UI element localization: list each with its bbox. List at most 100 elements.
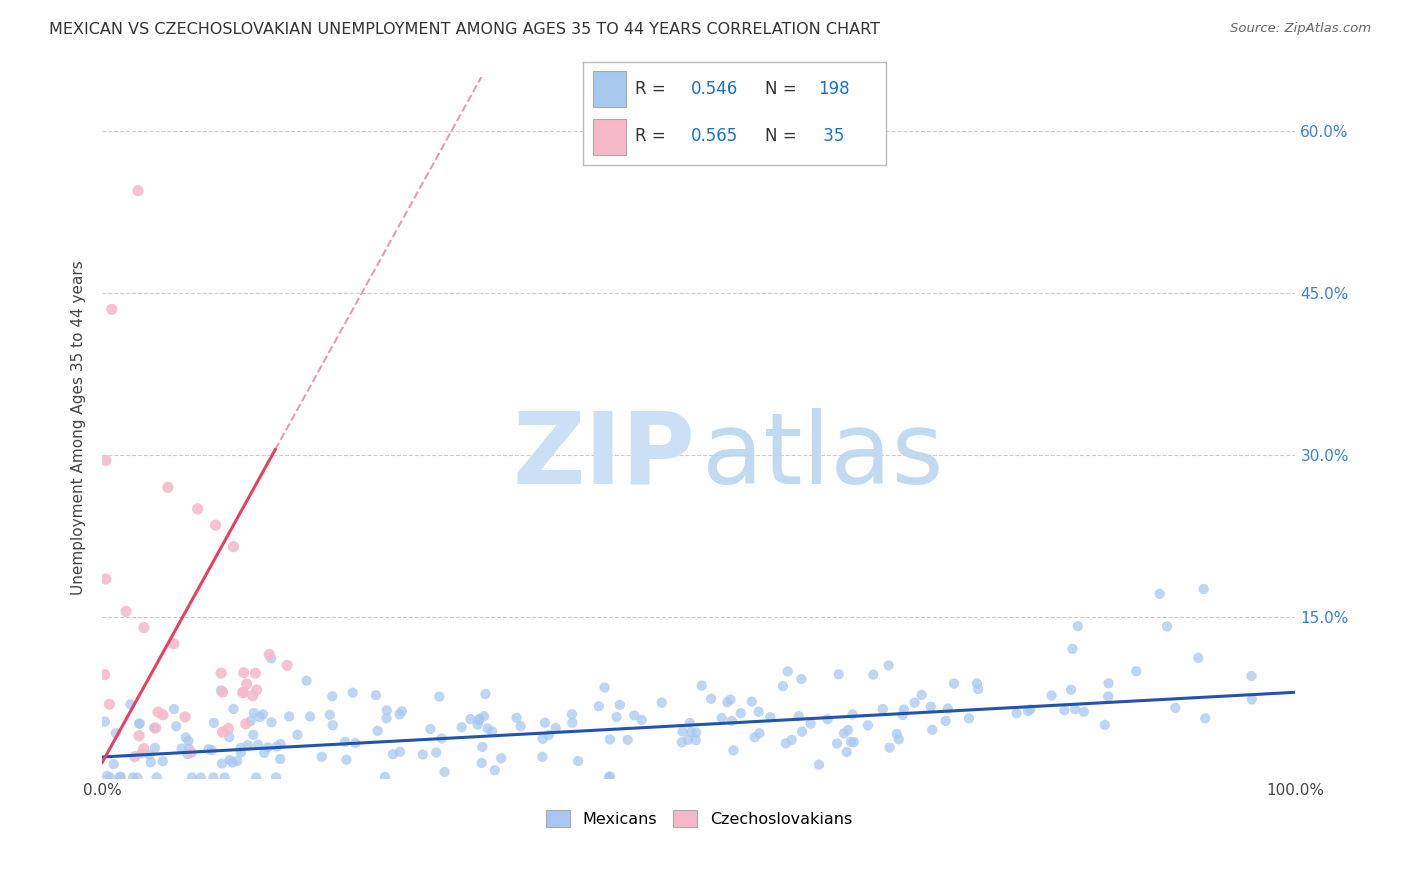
Point [567,754,589,768]
Point [246,683,269,698]
Point [679,716,702,731]
Point [246,738,269,752]
Point [229,746,252,760]
Point [630,713,652,727]
Point [152,754,174,768]
Point [839,735,862,749]
Point [1073,705,1095,719]
Point [103,757,125,772]
Point [841,707,863,722]
Point [471,756,494,770]
Point [832,726,855,740]
Point [243,706,266,720]
Point [1097,676,1119,690]
Point [966,676,988,690]
Text: N =: N = [765,127,801,145]
Point [253,746,276,760]
Point [98,697,121,711]
Text: atlas: atlas [703,408,943,505]
Point [322,718,344,732]
Point [139,756,162,770]
Point [174,731,197,745]
Point [108,771,131,785]
Point [599,732,621,747]
Point [748,705,770,719]
Point [817,712,839,726]
Point [903,696,925,710]
Point [127,184,149,198]
Point [450,720,472,734]
Point [104,726,127,740]
Point [481,724,503,739]
Point [229,741,252,756]
Point [364,688,387,702]
Point [1187,650,1209,665]
Point [790,724,813,739]
Point [176,747,198,761]
Point [1125,665,1147,679]
Point [893,702,915,716]
Point [124,749,146,764]
Y-axis label: Unemployment Among Ages 35 to 44 years: Unemployment Among Ages 35 to 44 years [72,260,86,595]
Point [429,690,451,704]
Point [311,749,333,764]
Point [344,736,367,750]
Point [671,735,693,749]
Point [388,745,411,759]
Point [544,721,567,735]
Point [537,728,560,742]
Point [593,681,616,695]
Point [685,733,707,747]
Point [957,711,980,725]
Text: MEXICAN VS CZECHOSLOVAKIAN UNEMPLOYMENT AMONG AGES 35 TO 44 YEARS CORRELATION CH: MEXICAN VS CZECHOSLOVAKIAN UNEMPLOYMENT … [49,22,880,37]
Point [856,718,879,732]
Point [287,728,309,742]
Point [143,721,166,735]
Point [828,667,851,681]
Point [772,679,794,693]
Point [391,704,413,718]
Point [723,743,745,757]
Point [128,716,150,731]
Point [484,763,506,777]
Point [730,706,752,721]
Point [295,673,318,688]
Point [598,771,620,785]
Point [127,771,149,785]
Point [342,686,364,700]
Point [94,453,117,467]
Point [744,730,766,744]
Point [132,741,155,756]
Point [260,651,283,665]
Point [211,725,233,739]
Point [716,695,738,709]
Point [163,702,186,716]
Point [156,480,179,494]
Point [1017,704,1039,718]
Point [877,658,900,673]
Point [201,743,224,757]
Point [891,707,914,722]
Point [808,757,831,772]
Point [214,771,236,785]
Point [681,725,703,739]
Point [138,747,160,762]
Point [651,696,673,710]
Point [180,771,202,785]
Bar [592,70,626,106]
Point [235,677,257,691]
Point [609,698,631,712]
Point [143,740,166,755]
Point [266,739,288,754]
Point [935,714,957,728]
Point [374,770,396,784]
Point [218,730,240,744]
Text: N =: N = [765,79,801,97]
Point [211,756,233,771]
Point [218,753,240,767]
Point [1062,641,1084,656]
Point [700,691,723,706]
Point [471,739,494,754]
Point [842,735,865,749]
Point [120,698,142,712]
